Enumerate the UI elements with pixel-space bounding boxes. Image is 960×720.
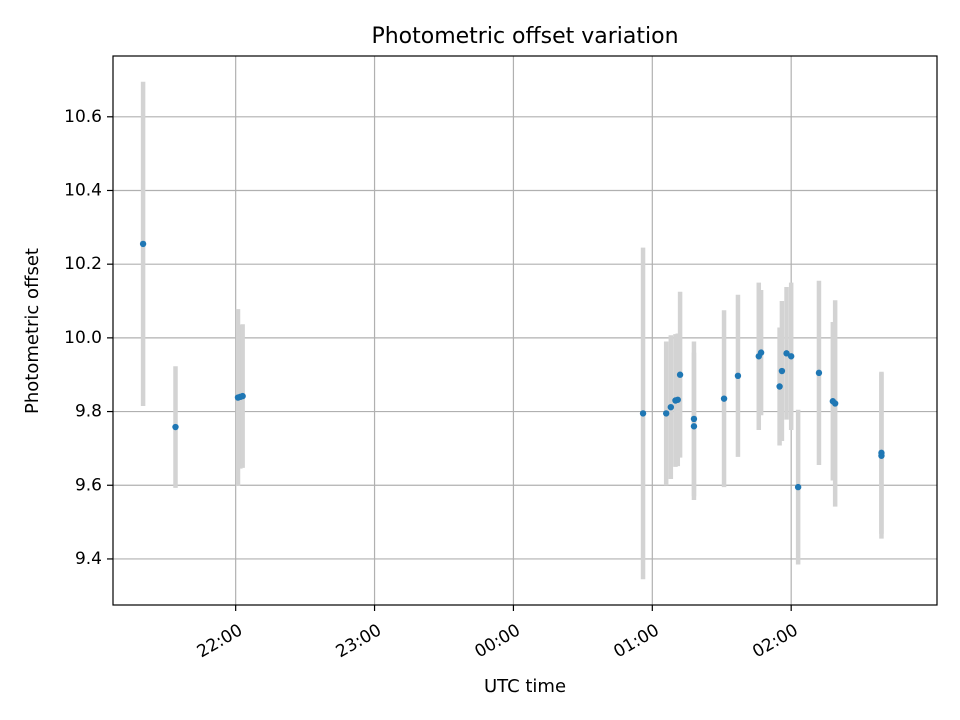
data-point [783, 350, 790, 357]
x-axis-label: UTC time [484, 676, 566, 697]
y-tick-label: 9.4 [75, 549, 102, 569]
data-point [878, 452, 885, 459]
y-axis-label: Photometric offset [22, 248, 43, 414]
data-point [757, 349, 765, 356]
data-point [690, 415, 698, 423]
data-point [734, 372, 742, 380]
data-point [639, 410, 647, 417]
y-tick-label: 10.6 [64, 107, 102, 127]
chart-title: Photometric offset variation [371, 24, 678, 49]
data-point [676, 371, 684, 378]
grid [113, 56, 937, 605]
y-tick-label: 10.2 [64, 254, 102, 274]
data-point [239, 392, 246, 400]
data-point [139, 240, 147, 248]
y-tick-label: 10.4 [64, 180, 102, 200]
y-axis-ticks: 9.4 9.6 9.8 10.0 10.2 10.4 10.6 [64, 107, 113, 569]
data-point [831, 400, 839, 407]
y-tick-label: 9.8 [75, 402, 102, 422]
plot-frame [112, 55, 938, 606]
data-point [787, 353, 795, 360]
data-point [172, 423, 179, 431]
data-point [776, 383, 783, 390]
data-markers [139, 240, 885, 491]
data-point [674, 396, 681, 403]
data-point [690, 423, 698, 430]
data-point [794, 483, 802, 491]
data-point [778, 367, 786, 375]
data-point [662, 410, 670, 417]
data-point [815, 369, 823, 377]
data-point [720, 395, 728, 402]
y-tick-label: 9.6 [75, 475, 102, 495]
data-point [667, 403, 675, 411]
y-tick-label: 10.0 [64, 328, 102, 348]
